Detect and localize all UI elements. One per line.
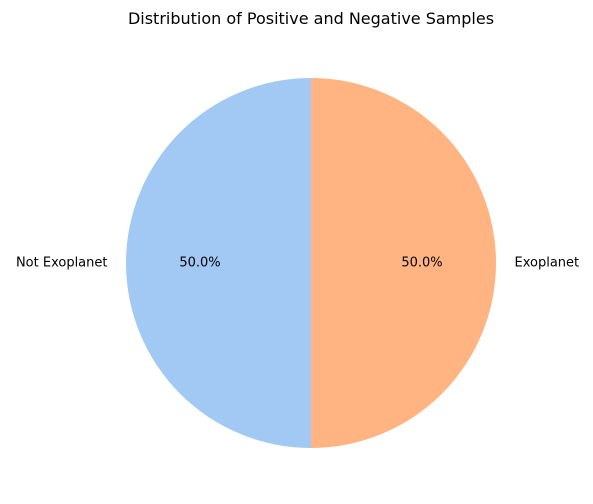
slice-percent-label: 50.0% [179, 256, 220, 271]
pie-slices [126, 78, 496, 448]
slice-label: Not Exoplanet [16, 256, 108, 271]
chart-title: Distribution of Positive and Negative Sa… [128, 9, 494, 28]
pie-slice-not-exoplanet [126, 78, 311, 448]
slice-percent-label: 50.0% [401, 256, 442, 271]
pie-labels: Not Exoplanet 50.0% Exoplanet 50.0% [16, 256, 579, 271]
slice-label: Exoplanet [515, 256, 580, 271]
pie-slice-exoplanet [311, 78, 496, 448]
